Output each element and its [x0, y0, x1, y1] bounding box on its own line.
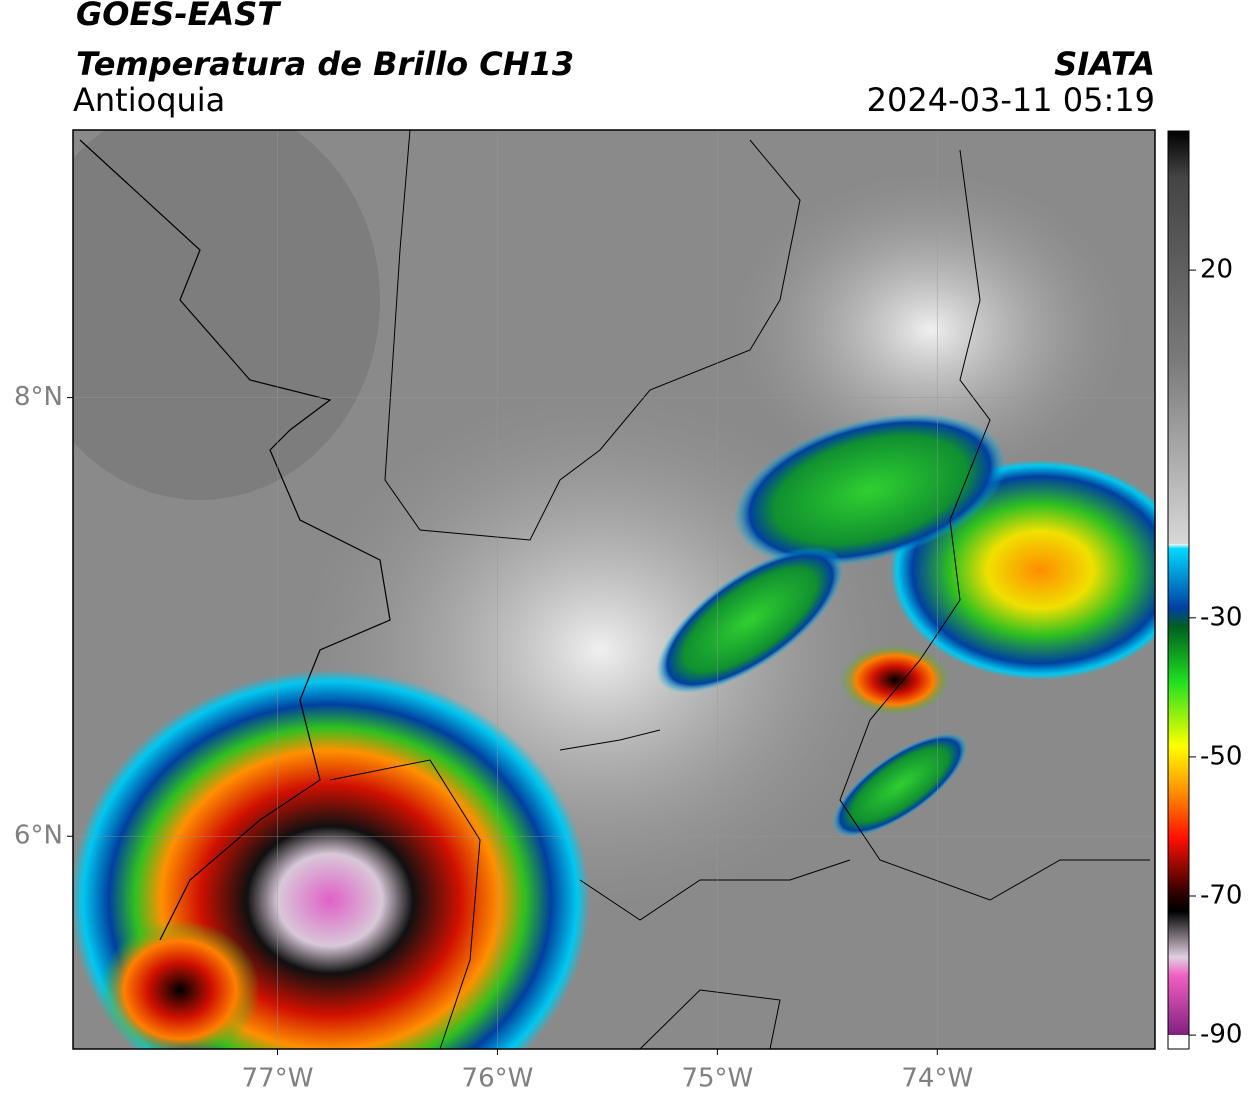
- subtitle: Temperatura de Brillo CH13: [76, 45, 574, 83]
- source: SIATA: [1054, 45, 1155, 83]
- satellite-image: [73, 130, 1155, 1049]
- y-tick-label: 6°N: [14, 821, 63, 851]
- border: [839, 149, 1150, 901]
- colorbar-tick-label: -90: [1200, 1020, 1242, 1050]
- grid: [73, 130, 1155, 1049]
- border: [329, 729, 851, 1049]
- storm-cell: [832, 732, 968, 838]
- x-tick-label: 75°W: [681, 1064, 753, 1094]
- warm-area: [730, 170, 1130, 490]
- x-tick-label: 74°W: [901, 1064, 973, 1094]
- storm-cell: [733, 413, 1007, 567]
- storm-cell: [100, 920, 260, 1049]
- region: Antioquia: [73, 81, 225, 119]
- storm-cell: [840, 645, 950, 715]
- storm-cell: [656, 546, 844, 694]
- x-tick-label: 76°W: [462, 1064, 534, 1094]
- colorbar-tick-label: -50: [1200, 741, 1242, 771]
- coastline: [79, 139, 391, 941]
- sea-area: [73, 130, 380, 500]
- y-tick-label: 8°N: [14, 382, 63, 412]
- datetime: 2024-03-11 05:19: [867, 81, 1155, 119]
- colorbar: [1167, 130, 1190, 1050]
- title: GOES-EAST: [76, 0, 281, 33]
- x-tick-label: 77°W: [242, 1064, 314, 1094]
- border: [384, 130, 801, 541]
- colorbar-tick-label: -70: [1200, 881, 1242, 911]
- colorbar-tick-label: 20: [1200, 255, 1233, 285]
- colorbar-tick-label: -30: [1200, 602, 1242, 632]
- map-frame: [72, 129, 1156, 1050]
